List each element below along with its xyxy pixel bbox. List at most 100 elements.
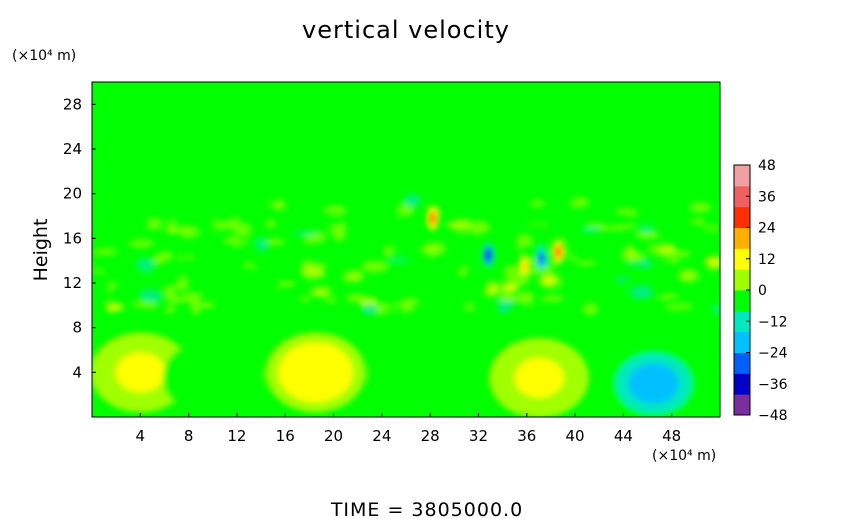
texture-cell [179,248,191,263]
texture-cell [265,219,276,229]
y-tick-label: 28 [63,95,82,113]
texture-cell [664,258,681,264]
colorbar-swatch [734,290,750,312]
texture-cell [217,292,244,303]
texture-cell [363,199,379,209]
texture-cell [322,205,347,214]
texture-cell [288,205,314,210]
y-tick-label: 24 [63,140,82,158]
texture-cell [503,265,522,278]
texture-cell [135,258,155,271]
texture-cell [604,288,627,293]
texture-cell [300,260,315,274]
texture-cell [455,235,466,240]
x-tick-label: 28 [421,427,440,445]
texture-cell [664,304,690,311]
colorbar-tick-label: −36 [758,377,788,393]
texture-cell [582,303,598,316]
x-tick-label: 36 [517,427,536,445]
x-tick-label: 12 [227,427,246,445]
y-axis-unit: (×10⁴ m) [12,48,76,64]
texture-cell [172,199,195,205]
texture-cell [278,298,293,309]
texture-cell [582,226,602,232]
texture-cell [276,238,297,247]
texture-cell [643,270,657,275]
feature-cell [539,254,544,263]
texture-cell [530,242,544,249]
texture-cell [517,291,535,305]
feature-cell [200,367,226,388]
texture-cell [457,268,468,277]
texture-cell [669,221,688,230]
texture-cell [323,276,349,290]
texture-cell [689,306,708,314]
texture-cell [677,292,689,297]
colorbar-tick-label: 36 [758,189,776,205]
x-tick-label: 20 [324,427,343,445]
feature-cell [430,214,435,223]
colorbar-tick-label: −24 [758,346,788,362]
texture-cell [93,248,117,254]
texture-cell [349,238,366,245]
colorbar-tick-label: −48 [758,408,788,424]
texture-cell [678,268,697,280]
colorbar-swatch [734,373,750,395]
colorbar-swatch [734,248,750,270]
texture-cell [265,238,283,246]
texture-cell [567,255,577,261]
texture-cell [519,218,546,229]
texture-cell [270,201,281,209]
texture-cell [486,199,506,213]
texture-cell [600,293,610,304]
texture-cell [92,254,104,261]
texture-cell [317,248,335,256]
texture-cell [257,199,269,209]
texture-cell [411,258,436,270]
texture-cell [615,208,637,215]
texture-cell [386,259,412,271]
texture-cell [128,284,146,289]
texture-cell [533,203,543,212]
texture-cell [383,304,407,315]
texture-cell [213,237,227,246]
feature-cell [405,367,431,388]
texture-cell [346,269,364,283]
texture-cell [497,296,521,301]
texture-cell [244,276,269,285]
texture-cell [539,296,562,302]
texture-cell [698,277,720,285]
colorbar-swatch [734,227,750,249]
texture-cell [190,306,201,315]
colorbar-swatch [734,331,750,353]
texture-cell [516,233,531,248]
x-tick-label: 48 [662,427,681,445]
x-tick-label: 4 [136,427,146,445]
texture-cell [539,273,556,288]
texture-cell [656,246,669,256]
y-tick-label: 20 [63,185,82,203]
texture-cell [652,218,670,225]
texture-cell [235,233,262,243]
y-tick-label: 4 [72,363,82,381]
texture-cell [567,239,581,250]
feature-cell [486,251,491,260]
y-axis-label: Height [30,219,52,282]
texture-cell [433,305,448,312]
x-axis-unit: (×10⁴ m) [652,448,716,464]
plot-frame [91,81,721,418]
texture-cell [312,239,327,246]
texture-cell [456,295,480,303]
texture-cell [235,224,251,237]
texture-cell [101,253,120,258]
colorbar-tick-label: 24 [758,221,776,237]
texture-cell [701,225,720,230]
feature-cell [641,373,667,394]
colorbar-swatch [734,394,750,416]
texture-cell [227,218,240,230]
texture-cell [238,216,253,226]
texture-cell [415,199,426,206]
texture-cell [106,303,125,311]
texture-cell [361,303,378,316]
